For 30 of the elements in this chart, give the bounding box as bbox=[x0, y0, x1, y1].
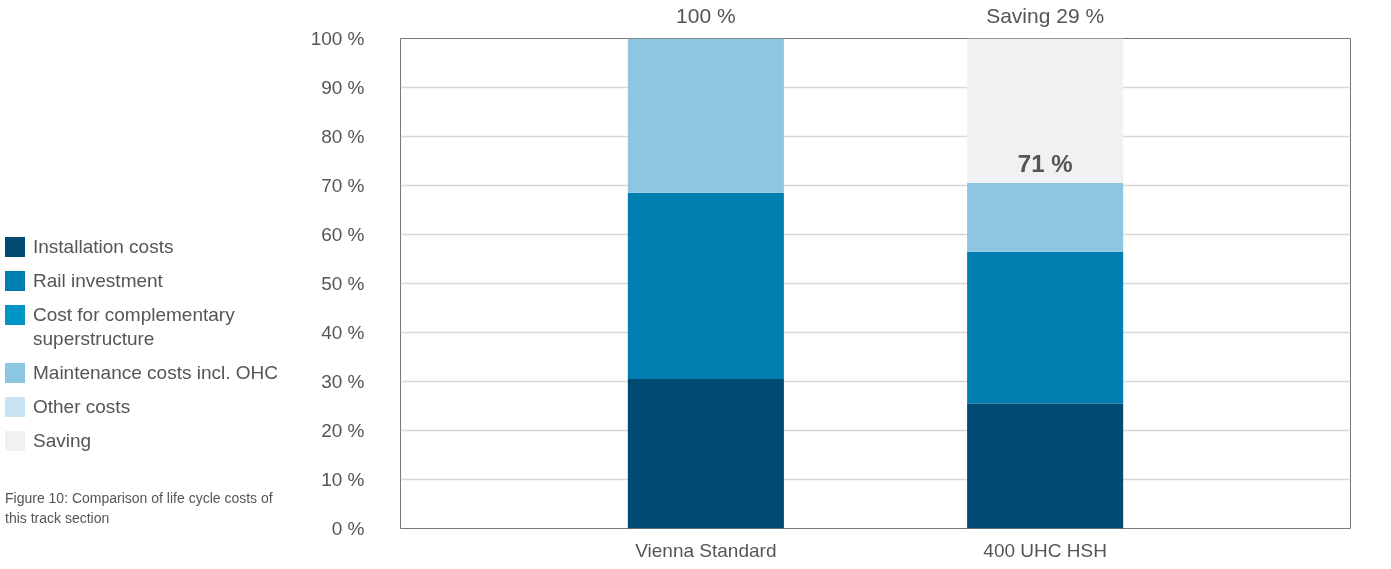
bar bbox=[967, 183, 1124, 252]
y-tick-label: 10 % bbox=[321, 469, 365, 490]
legend-label: Saving bbox=[33, 429, 92, 453]
x-tick-label: Vienna Standard bbox=[635, 539, 777, 561]
y-tick-label: 100 % bbox=[310, 28, 365, 49]
bar bbox=[967, 38, 1124, 184]
legend-label: Installation costs bbox=[33, 235, 174, 259]
annotation: 100 % bbox=[676, 3, 736, 27]
y-tick-label: 80 % bbox=[321, 126, 365, 147]
bar bbox=[627, 379, 784, 529]
y-tick-label: 70 % bbox=[321, 175, 365, 196]
legend-label: Other costs bbox=[33, 395, 131, 419]
bar bbox=[627, 38, 784, 193]
y-tick-label: 90 % bbox=[321, 77, 365, 98]
x-tick-label: 400 UHC HSH bbox=[983, 539, 1107, 561]
y-tick-label: 30 % bbox=[321, 371, 365, 392]
y-tick-label: 50 % bbox=[321, 273, 365, 294]
y-tick-label: 40 % bbox=[321, 322, 365, 343]
y-tick-label: 20 % bbox=[321, 420, 365, 441]
annotation: 71 % bbox=[1017, 149, 1073, 177]
legend-label: Maintenance costs incl. OHC bbox=[33, 361, 278, 385]
y-tick-label: 60 % bbox=[321, 224, 365, 245]
y-tick-label: 0 % bbox=[331, 518, 365, 539]
legend-label: Rail investment bbox=[33, 269, 163, 293]
bar bbox=[627, 192, 784, 380]
bar bbox=[967, 403, 1124, 529]
legend-label: Cost for complementary superstructure bbox=[33, 303, 236, 351]
caption: Figure 10: Comparison of life cycle costs of this track section bbox=[5, 489, 274, 528]
bar bbox=[967, 251, 1124, 404]
annotation: Saving 29 % bbox=[986, 3, 1105, 27]
